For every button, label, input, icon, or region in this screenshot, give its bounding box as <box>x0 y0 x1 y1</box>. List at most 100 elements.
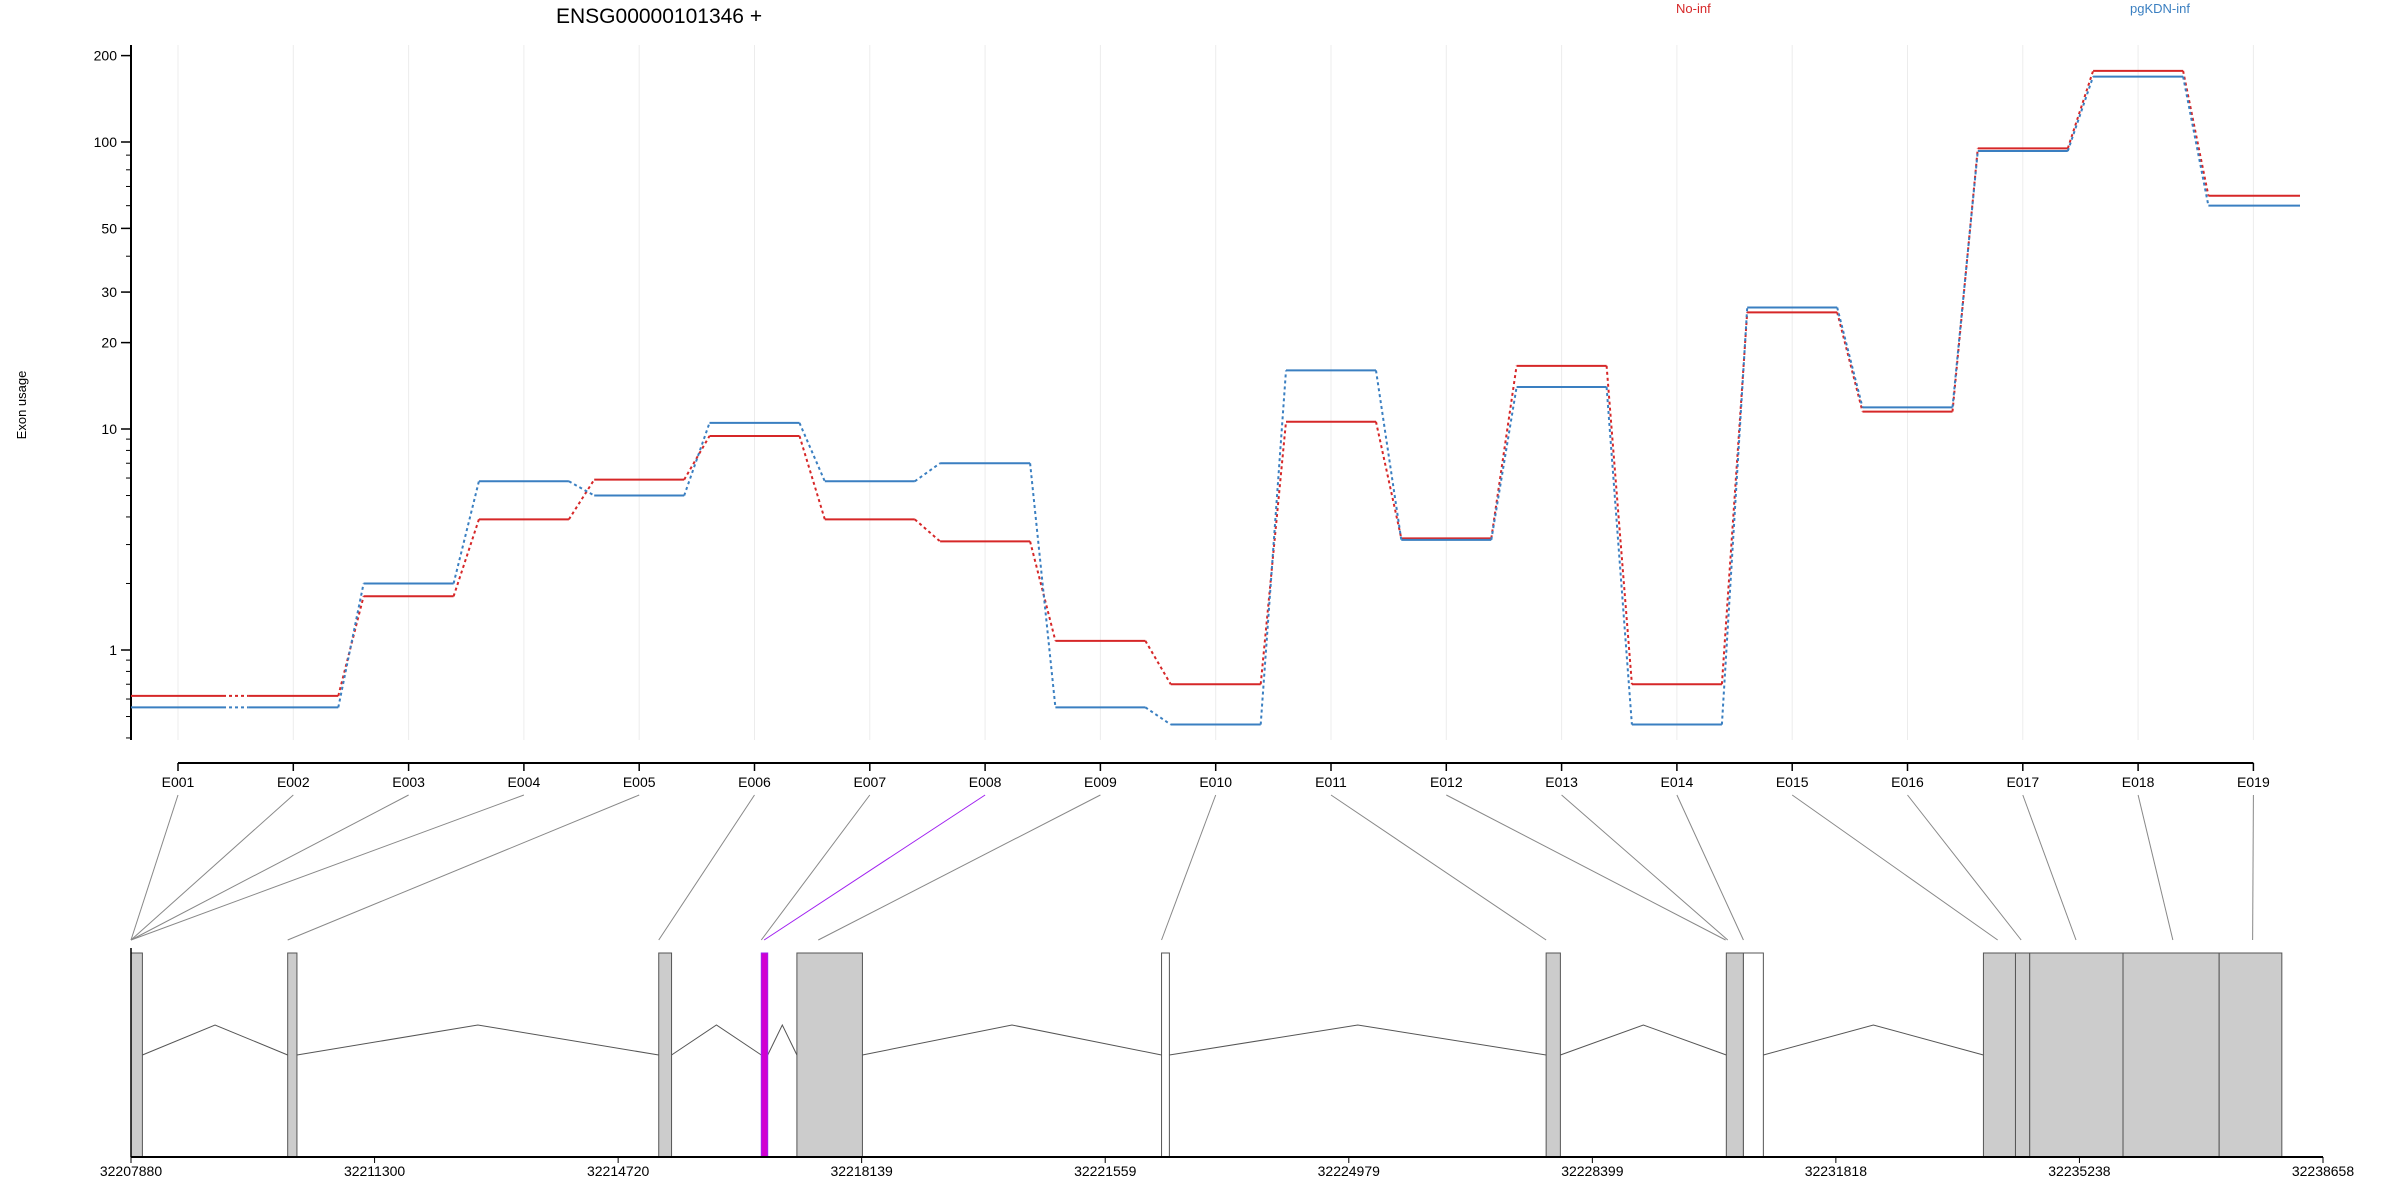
series-connector <box>2182 76 2210 206</box>
series-connector <box>1720 312 1749 685</box>
series-connector <box>2066 76 2095 152</box>
chart-title: ENSG00000101346 + <box>556 5 762 28</box>
legend-pgkdn-inf: pgKDN-inf <box>2130 1 2190 16</box>
y-tick-label: 30 <box>101 284 117 300</box>
x-tick-label: E013 <box>1545 774 1578 790</box>
intron-line <box>767 1023 798 1056</box>
x-tick-label: E012 <box>1430 774 1463 790</box>
series-connector <box>1490 386 1518 541</box>
series-connector <box>1951 150 1979 408</box>
intron-line <box>142 1024 288 1056</box>
axes: 1 10 20 30 50 100 200 E001 E002 E003 E004 E005 E006 E… <box>94 45 2270 790</box>
series-lines <box>131 69 2300 726</box>
x-tick-label: E006 <box>738 774 771 790</box>
exon-link-line <box>760 794 871 941</box>
exon-box <box>1742 952 1764 1158</box>
series-connector <box>798 422 826 482</box>
coordinate-label: 32231818 <box>1805 1163 1868 1179</box>
intron-line <box>296 1024 659 1056</box>
exon-link-line <box>818 794 1101 941</box>
y-tick-label: 20 <box>101 335 117 351</box>
x-tick-label: E016 <box>1891 774 1924 790</box>
exon-box <box>1725 952 1744 1158</box>
exon-box <box>2029 952 2124 1158</box>
series-connector <box>568 479 596 520</box>
x-tick-label: E005 <box>623 774 656 790</box>
y-tick-label: 200 <box>94 48 118 64</box>
y-tick-label: 1 <box>109 642 117 658</box>
series-connector <box>1144 706 1172 726</box>
exon-link-line <box>130 794 525 941</box>
exon-box <box>2014 952 2031 1158</box>
exon-link-line <box>130 794 179 941</box>
exon-link-line <box>2137 794 2174 941</box>
series-connector <box>1836 312 1864 412</box>
exon-box <box>796 952 863 1158</box>
series-connector <box>2066 70 2095 149</box>
exon-link-line <box>2252 794 2254 941</box>
series-connector <box>914 518 941 543</box>
exon-link-line <box>1161 794 1217 941</box>
y-tick-label: 100 <box>94 134 118 150</box>
intron-line <box>671 1024 762 1056</box>
exon-link-line <box>1791 794 1998 941</box>
coordinate-label: 32235238 <box>2048 1163 2111 1179</box>
exon-link-lines <box>130 794 2254 941</box>
coordinate-label: 32207880 <box>100 1163 163 1179</box>
x-tick-label: E014 <box>1661 774 1694 790</box>
x-tick-label: E008 <box>969 774 1002 790</box>
legend-no-inf: No-inf <box>1676 1 1711 16</box>
exon-box <box>658 952 673 1158</box>
coordinate-label: 32218139 <box>830 1163 893 1179</box>
series-connector <box>798 435 826 520</box>
series-connector <box>1836 307 1864 408</box>
coordinate-label: 32224979 <box>1318 1163 1381 1179</box>
series-connector <box>683 422 711 496</box>
coordinate-label: 32214720 <box>587 1163 650 1179</box>
exon-box <box>2218 952 2283 1158</box>
exon-link-line <box>763 794 986 941</box>
series-connector <box>1029 463 1057 708</box>
x-tick-label: E015 <box>1776 774 1809 790</box>
exon-box <box>1545 952 1561 1158</box>
y-tick-label: 50 <box>101 220 117 236</box>
x-tick-label: E018 <box>2122 774 2155 790</box>
exon-link-line <box>1446 794 1726 941</box>
x-tick-label: E001 <box>162 774 195 790</box>
y-tick-label: 10 <box>101 421 117 437</box>
y-axis-label: Exon usage <box>14 371 29 440</box>
intron-line <box>862 1024 1162 1056</box>
x-tick-label: E007 <box>853 774 886 790</box>
series-connector <box>1490 365 1518 539</box>
exon-link-line <box>130 794 409 941</box>
x-tick-label: E017 <box>2006 774 2039 790</box>
series-connector <box>1375 370 1403 541</box>
series-connector <box>337 583 365 708</box>
exon-link-line <box>1907 794 2022 941</box>
series-connector <box>1029 541 1057 642</box>
exon-box <box>1982 952 2016 1158</box>
series-connector <box>1259 421 1287 685</box>
coordinate-label: 32221559 <box>1074 1163 1137 1179</box>
x-tick-label: E003 <box>392 774 425 790</box>
exon-box <box>2122 952 2220 1158</box>
exon-link-line <box>658 794 755 941</box>
series-connector <box>568 480 595 497</box>
series-connector <box>1375 421 1403 539</box>
intron-line <box>1763 1024 1984 1056</box>
x-tick-label: E019 <box>2237 774 2270 790</box>
exon-box <box>1161 952 1170 1158</box>
x-tick-label: E002 <box>277 774 310 790</box>
gene-model: 32207880 32211300 32214720 32218139 32221559… <box>100 948 2355 1179</box>
series-connector <box>1605 365 1633 685</box>
series-connector <box>1144 640 1172 685</box>
series-connector <box>452 519 480 597</box>
series-connector <box>683 435 711 481</box>
coordinate-label: 32238658 <box>2292 1163 2355 1179</box>
series-connector <box>2182 70 2210 196</box>
exon-box <box>287 952 298 1158</box>
series-connector <box>1259 370 1287 725</box>
exon-link-line <box>287 794 640 941</box>
series-connector <box>1720 307 1749 725</box>
